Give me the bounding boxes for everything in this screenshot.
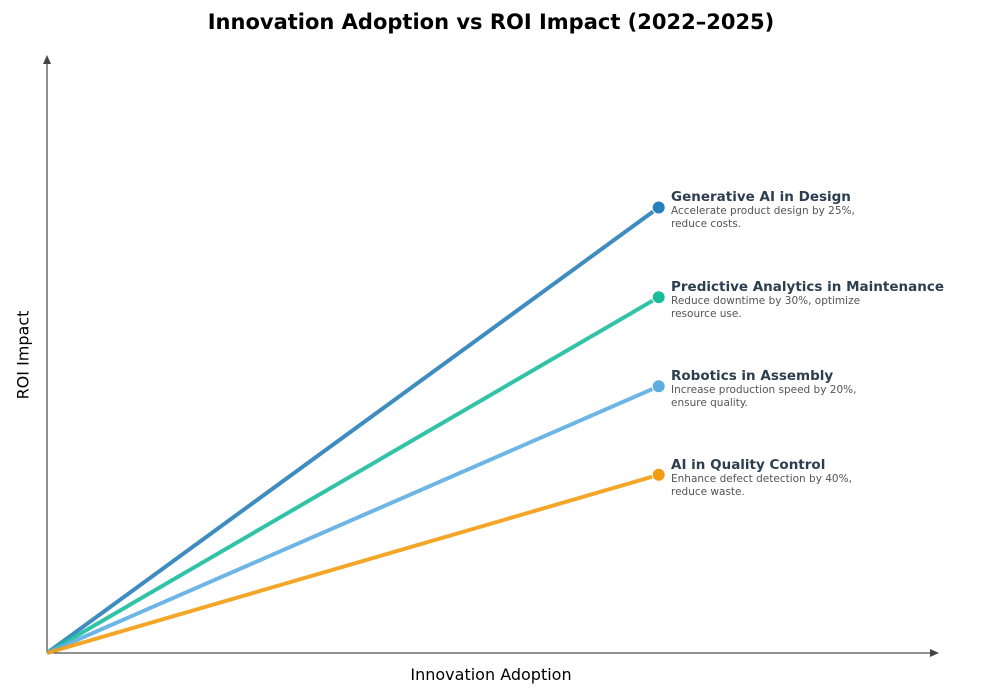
annotation-title: Predictive Analytics in Maintenance (671, 279, 944, 296)
series-line (46, 472, 660, 655)
series-annotation: Generative AI in Design Accelerate produc… (671, 189, 881, 231)
annotation-title: AI in Quality Control (671, 456, 826, 473)
annotation-description: Increase production speed by 20%, ensure… (671, 384, 857, 410)
series-endpoint-marker (651, 290, 666, 305)
x-axis-label: Innovation Adoption (410, 665, 572, 684)
chart-title: Innovation Adoption vs ROI Impact (2022–… (207, 10, 775, 34)
series-endpoint-marker (651, 467, 666, 482)
series-annotation: AI in Quality Control Enhance defect dete… (671, 457, 881, 499)
annotation-description: Enhance defect detection by 40%, reduce … (671, 472, 852, 498)
series-annotation: Predictive Analytics in Maintenance Reduc… (671, 279, 944, 321)
y-axis-arrow (43, 55, 51, 64)
annotation-title: Generative AI in Design (671, 189, 851, 206)
series-line (46, 384, 660, 655)
annotation-description: Accelerate product design by 25%, reduce… (671, 205, 855, 231)
annotation-description: Reduce downtime by 30%, optimize resourc… (671, 295, 861, 321)
series-line (45, 205, 660, 655)
y-axis-label: ROI Impact (13, 310, 33, 400)
x-axis-arrow (930, 649, 939, 657)
series-endpoint-marker (651, 379, 666, 394)
series-line (45, 295, 660, 655)
series-annotation: Robotics in Assembly Increase production … (671, 368, 881, 410)
series-endpoint-marker (651, 200, 666, 215)
annotation-title: Robotics in Assembly (671, 368, 834, 385)
